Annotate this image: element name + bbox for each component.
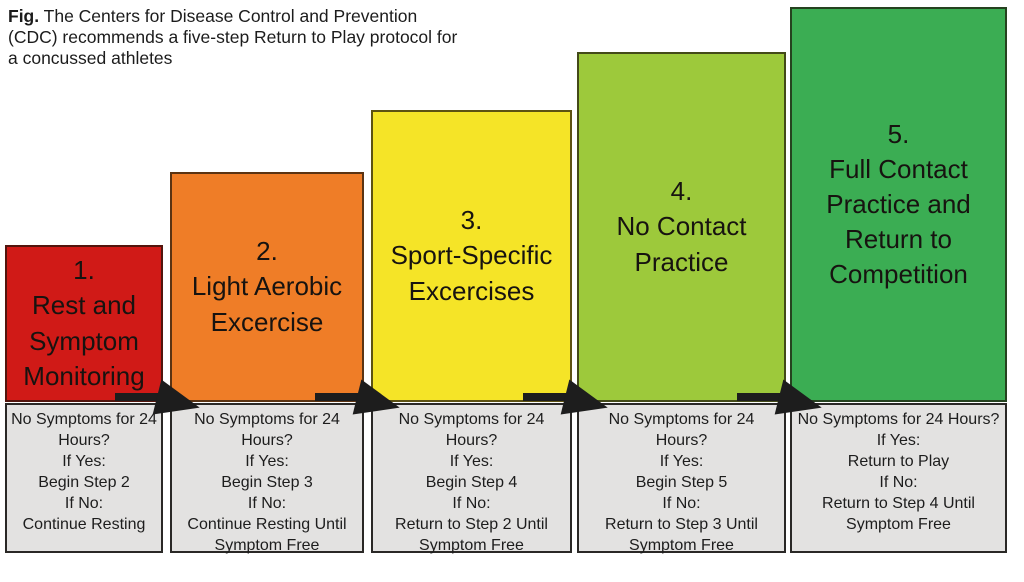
- note-line: If Yes:: [62, 453, 106, 470]
- step-1-title: Rest and Symptom Monitoring: [23, 290, 145, 391]
- note-line: Continue Resting: [22, 516, 146, 533]
- note-line: If No:: [879, 474, 918, 491]
- step-3-note: No Symptoms for 24 Hours? If Yes: Begin …: [371, 403, 572, 554]
- note-line: Begin Step 2: [38, 474, 130, 491]
- note-line: Return to Step 3 Until Symptom Free: [605, 516, 758, 554]
- step-3-title: Sport-Specific Excercises: [390, 240, 553, 306]
- note-line: Begin Step 3: [221, 474, 313, 491]
- note-line: If No:: [247, 495, 287, 512]
- step-4-bar: 4. No Contact Practice: [577, 52, 786, 402]
- caption-text: The Centers for Disease Control and Prev…: [8, 6, 458, 68]
- step-5-title: Full Contact Practice and Return to Comp…: [826, 153, 971, 290]
- step-3-bar: 3. Sport-Specific Excercises: [371, 110, 572, 402]
- note-line: If No:: [452, 495, 491, 512]
- note-line: No Symptoms for 24 Hours?: [194, 411, 340, 449]
- note-line: Return to Step 4 Until Symptom Free: [822, 495, 975, 533]
- note-line: Return to Play: [847, 453, 950, 470]
- figure-caption: Fig. The Centers for Disease Control and…: [8, 6, 466, 69]
- note-line: No Symptoms for 24 Hours?: [608, 411, 755, 449]
- step-2-number: 2.: [256, 236, 278, 267]
- step-1-bar: 1. Rest and Symptom Monitoring: [5, 245, 163, 402]
- step-4-note: No Symptoms for 24 Hours? If Yes: Begin …: [577, 403, 786, 554]
- step-5-bar: 5. Full Contact Practice and Return to C…: [790, 7, 1007, 402]
- step-2-title: Light Aerobic Excercise: [191, 271, 343, 337]
- note-line: If No:: [64, 495, 104, 512]
- note-line: If No:: [662, 495, 701, 512]
- step-5-number: 5.: [887, 118, 910, 149]
- step-4-title: No Contact Practice: [616, 211, 747, 277]
- note-line: If Yes:: [449, 453, 494, 470]
- note-line: If Yes:: [876, 432, 921, 449]
- caption-fig-label: Fig.: [8, 6, 40, 26]
- step-5-note: No Symptoms for 24 Hours? If Yes: Return…: [790, 403, 1007, 553]
- note-line: If Yes:: [245, 453, 289, 470]
- step-2-bar: 2. Light Aerobic Excercise: [170, 172, 364, 402]
- note-line: Begin Step 5: [635, 474, 728, 491]
- step-2-note: No Symptoms for 24 Hours? If Yes: Begin …: [170, 403, 364, 554]
- note-line: Return to Step 2 Until Symptom Free: [395, 516, 548, 554]
- note-line: If Yes:: [659, 453, 704, 470]
- note-line: No Symptoms for 24 Hours?: [797, 411, 1000, 428]
- note-line: No Symptoms for 24 Hours?: [11, 411, 157, 449]
- note-line: No Symptoms for 24 Hours?: [398, 411, 545, 449]
- step-4-number: 4.: [670, 176, 693, 207]
- note-line: Begin Step 4: [425, 474, 518, 491]
- step-1-number: 1.: [73, 255, 95, 286]
- step-3-number: 3.: [460, 205, 483, 236]
- note-line: Continue Resting Until Symptom Free: [187, 516, 347, 554]
- step-1-note: No Symptoms for 24 Hours? If Yes: Begin …: [5, 403, 163, 553]
